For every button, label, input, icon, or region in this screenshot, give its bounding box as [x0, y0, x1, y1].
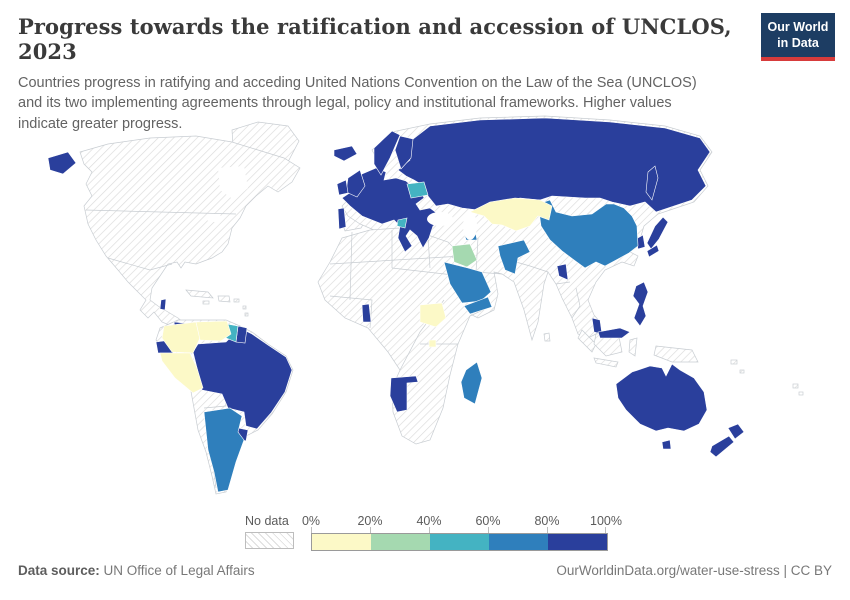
country-benin[interactable]	[361, 303, 372, 323]
country-pakistan[interactable]	[497, 239, 531, 275]
legend-tick-80: 80%	[534, 514, 560, 528]
borders-africa	[329, 230, 463, 371]
country-russia-chukotka[interactable]	[47, 151, 77, 175]
legend-tick-0: 0%	[301, 514, 321, 528]
country-croatia[interactable]	[396, 217, 408, 229]
chart-header: Progress towards the ratification and ac…	[18, 14, 748, 134]
island-antilles2	[244, 312, 249, 317]
country-hispaniola	[217, 295, 231, 303]
country-belarus[interactable]	[406, 181, 429, 199]
country-portugal[interactable]	[337, 207, 347, 230]
black-sea	[427, 212, 453, 226]
country-sumatra[interactable]	[577, 329, 597, 353]
country-venezuela[interactable]	[195, 320, 232, 342]
country-new-zealand-north[interactable]	[727, 423, 745, 440]
owid-logo-line1: Our World	[767, 20, 829, 34]
country-kazakhstan[interactable]	[469, 197, 553, 232]
country-sulawesi	[628, 337, 638, 357]
license-label: | CC BY	[779, 563, 832, 578]
country-norway[interactable]	[373, 130, 401, 176]
country-saudi-arabia[interactable]	[443, 261, 492, 304]
legend-no-data-label: No data	[245, 514, 289, 528]
chart-footer: Data source: UN Office of Legal Affairs …	[18, 563, 832, 578]
legend-seg-40-60[interactable]	[430, 534, 489, 550]
country-japan[interactable]	[646, 216, 669, 250]
legend-tick-20: 20%	[357, 514, 383, 528]
country-tasmania[interactable]	[661, 439, 672, 450]
chart-title: Progress towards the ratification and ac…	[18, 14, 732, 64]
country-china[interactable]	[537, 199, 639, 269]
country-russia-sakhalin[interactable]	[645, 165, 659, 201]
great-lakes	[206, 214, 222, 222]
island-antilles1	[242, 305, 247, 310]
country-iraq[interactable]	[451, 243, 478, 268]
owid-logo[interactable]: Our World in Data	[761, 13, 835, 62]
island-vanuatu	[739, 369, 745, 374]
hudson-bay	[218, 166, 248, 200]
country-japan-south[interactable]	[646, 244, 660, 258]
country-peru[interactable]	[159, 352, 204, 394]
country-puerto-rico	[233, 298, 240, 303]
island-solomon	[730, 359, 738, 365]
country-jamaica	[202, 300, 210, 305]
legend-tick-60: 60%	[475, 514, 501, 528]
country-belize[interactable]	[159, 298, 167, 311]
country-south-sudan[interactable]	[419, 302, 447, 328]
caspian-sea	[463, 212, 477, 240]
legend-seg-20-40[interactable]	[371, 534, 430, 550]
country-java	[593, 357, 619, 368]
country-philippines[interactable]	[632, 281, 649, 327]
country-argentina[interactable]	[203, 407, 245, 493]
world-map	[0, 112, 850, 512]
country-malaysia-borneo[interactable]	[597, 327, 631, 339]
border-us-mexico	[107, 257, 173, 271]
country-madagascar[interactable]	[460, 361, 483, 405]
legend-seg-0-20[interactable]	[312, 534, 371, 550]
legend-no-data[interactable]: No data	[245, 514, 294, 549]
island-fiji	[792, 383, 799, 389]
legend-seg-60-80[interactable]	[489, 534, 548, 550]
country-ireland[interactable]	[336, 179, 349, 196]
border-us-canada	[85, 209, 237, 215]
chart-subtitle: Countries progress in ratifying and acce…	[18, 75, 697, 132]
country-rwanda[interactable]	[428, 339, 437, 348]
legend-seg-80-100[interactable]	[548, 534, 607, 550]
footer-right: OurWorldinData.org/water-use-stress | CC…	[556, 563, 832, 578]
country-new-guinea[interactable]	[653, 345, 699, 363]
legend-tick-labels: 0% 20% 40% 60% 80% 100%	[302, 514, 622, 533]
legend-tick-40: 40%	[416, 514, 442, 528]
country-namibia[interactable]	[389, 375, 419, 413]
data-source: Data source: UN Office of Legal Affairs	[18, 563, 255, 578]
region-africa[interactable]	[317, 227, 488, 445]
country-new-zealand-south[interactable]	[709, 435, 735, 458]
country-finland[interactable]	[394, 135, 414, 170]
country-cuba[interactable]	[185, 289, 214, 299]
region-north-america[interactable]	[79, 135, 301, 335]
legend-no-data-swatch[interactable]	[245, 532, 294, 549]
country-australia[interactable]	[615, 363, 708, 432]
owid-logo-line2: in Data	[777, 35, 819, 50]
data-source-label: Data source:	[18, 563, 100, 578]
legend-color-bar	[311, 533, 608, 551]
island-fiji2	[798, 391, 804, 396]
country-yemen[interactable]	[463, 296, 493, 315]
legend-tick-100: 100%	[590, 514, 622, 528]
data-source-value: UN Office of Legal Affairs	[99, 563, 255, 578]
country-bangladesh[interactable]	[556, 263, 569, 281]
country-iceland[interactable]	[333, 145, 358, 162]
country-sri-lanka	[543, 332, 551, 342]
owid-link[interactable]: OurWorldinData.org/water-use-stress	[556, 563, 780, 578]
